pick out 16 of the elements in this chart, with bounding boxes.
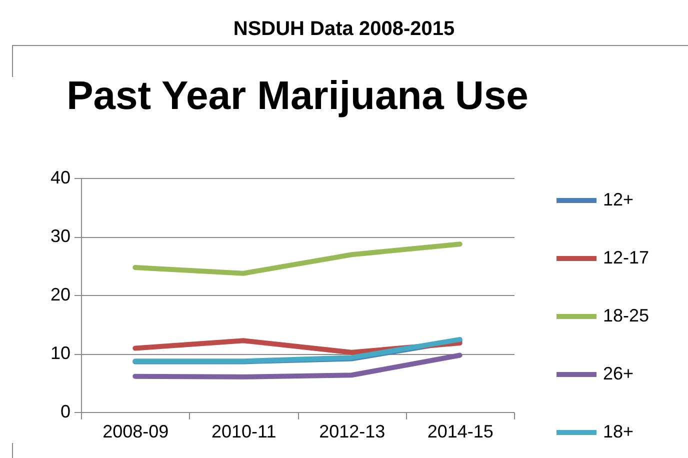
y-tick-label: 10 (50, 343, 70, 363)
x-tick-label: 2014-15 (427, 422, 494, 442)
y-tick-label: 20 (50, 284, 70, 304)
y-tick-label: 30 (50, 226, 70, 246)
legend-label: 12-17 (603, 248, 650, 268)
legend-label: 12+ (603, 190, 634, 210)
legend-label: 18-25 (603, 306, 650, 326)
legend-label: 26+ (603, 364, 634, 384)
chart-title: NSDUH Data 2008-2015 (232, 18, 456, 41)
x-tick-label: 2010-11 (212, 422, 276, 442)
y-tick-label: 40 (50, 168, 70, 188)
x-tick-label: 2012-13 (319, 422, 386, 442)
y-tick-label: 0 (60, 402, 70, 422)
x-tick-label: 2008-09 (102, 422, 169, 442)
legend-label: 18+ (603, 422, 634, 442)
chart-subtitle: Past Year Marijuana Use (66, 74, 528, 118)
